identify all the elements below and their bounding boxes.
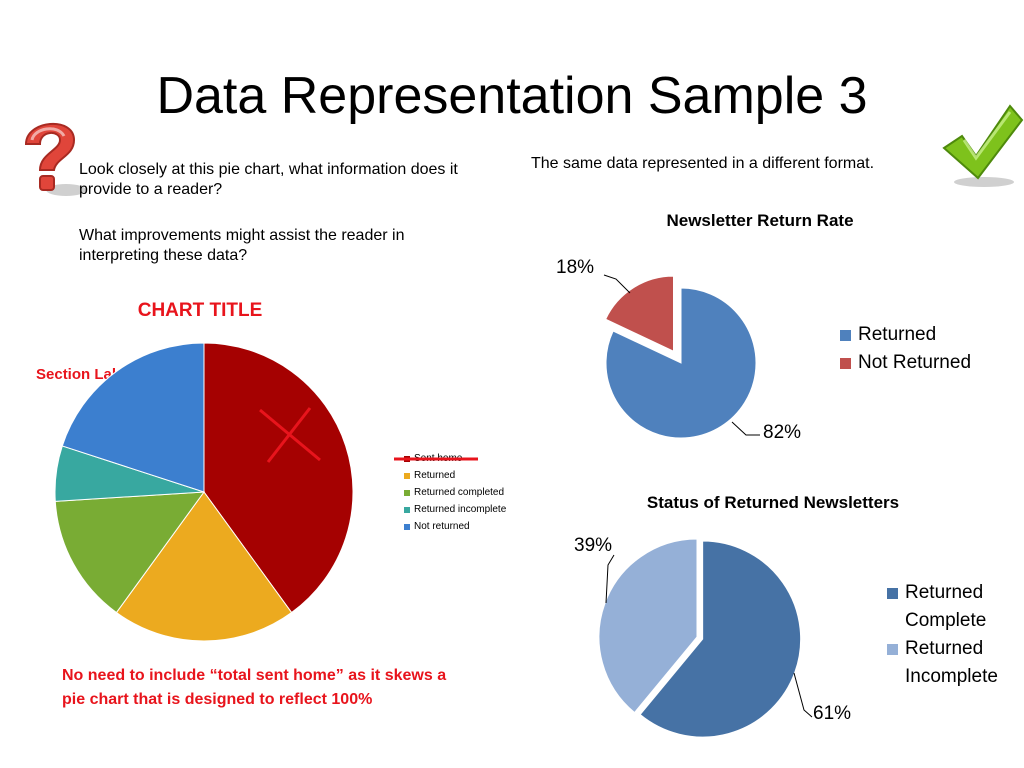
legend-item-returned-complete: Returned Complete: [887, 579, 1022, 635]
right-intro-text: The same data represented in a different…: [531, 155, 875, 172]
pie-slice-not-returned: [61, 342, 205, 493]
legend-label: Not returned: [414, 521, 470, 532]
pie-slice-returned-completed: [54, 491, 206, 614]
legend-swatch: [404, 472, 410, 479]
legend-label: Not Returned: [858, 352, 972, 373]
legend-item-not-returned: Not Returned: [840, 349, 1020, 377]
leader-line-returned: [731, 421, 760, 436]
legend-swatch: [404, 489, 410, 496]
data-label-returned: 82%: [763, 422, 801, 443]
pie-slice-sent-home: [203, 342, 354, 614]
newsletter-return-pie: 18% 82%: [556, 257, 801, 443]
leader-line-returned-complete: [793, 672, 813, 718]
chart3-title: Status of Returned Newsletters: [646, 493, 900, 512]
pie-slice-returned: [605, 287, 757, 439]
legend-swatch: [887, 588, 898, 599]
legend-swatch: [887, 644, 898, 655]
left-pie-chart: [54, 342, 354, 642]
left-chart-legend: Sent homeReturnedReturned completedRetur…: [404, 450, 524, 535]
legend-item-not-returned: Not returned: [404, 518, 524, 535]
legend-label: Returned: [414, 470, 456, 481]
chart-note: No need to include “total sent home” as …: [62, 667, 447, 708]
leader-line-not-returned: [603, 274, 631, 294]
legend-strike-line: [394, 457, 478, 461]
returned-status-pie: 61% 39%: [574, 535, 851, 738]
legend-swatch: [404, 523, 410, 530]
data-label-returned-complete: 61%: [813, 703, 851, 724]
legend-label: Returned Incomplete: [905, 638, 998, 687]
legend-item-returned-incomplete: Returned Incomplete: [887, 635, 1022, 691]
legend-item-returned-incomplete: Returned incomplete: [404, 501, 524, 518]
slide-title: Data Representation Sample 3: [156, 67, 868, 125]
pie-slice-not-returned: [604, 275, 674, 352]
legend-swatch: [840, 358, 851, 369]
chart2-title: Newsletter Return Rate: [666, 211, 854, 230]
legend-label: Returned completed: [414, 487, 505, 498]
chart3-legend: Returned Complete Returned Incomplete: [887, 579, 1022, 691]
pie-slice-returned: [115, 491, 293, 642]
leader-line-returned-incomplete: [605, 554, 615, 604]
data-label-returned-incomplete: 39%: [574, 535, 612, 556]
legend-swatch: [840, 330, 851, 341]
question-mark-icon: [24, 123, 86, 196]
legend-label: Returned Complete: [905, 582, 987, 631]
legend-label: Returned: [858, 324, 937, 345]
check-mark-icon: [942, 104, 1024, 187]
legend-swatch: [404, 506, 410, 513]
chart2-legend: Returned Not Returned: [840, 321, 1020, 377]
legend-item-returned: Returned: [404, 467, 524, 484]
data-label-not-returned: 18%: [556, 257, 594, 278]
pie-slice-returned-incomplete: [598, 538, 698, 714]
question-1: Look closely at this pie chart, what inf…: [79, 161, 458, 198]
legend-item-returned-completed: Returned completed: [404, 484, 524, 501]
question-2: What improvements might assist the reade…: [79, 227, 405, 264]
left-chart-title: CHART TITLE: [137, 300, 263, 321]
legend-label: Returned incomplete: [414, 504, 507, 515]
pie-slice-returned-complete: [639, 540, 802, 738]
cross-out-mark: [259, 407, 321, 463]
legend-item-returned: Returned: [840, 321, 1020, 349]
